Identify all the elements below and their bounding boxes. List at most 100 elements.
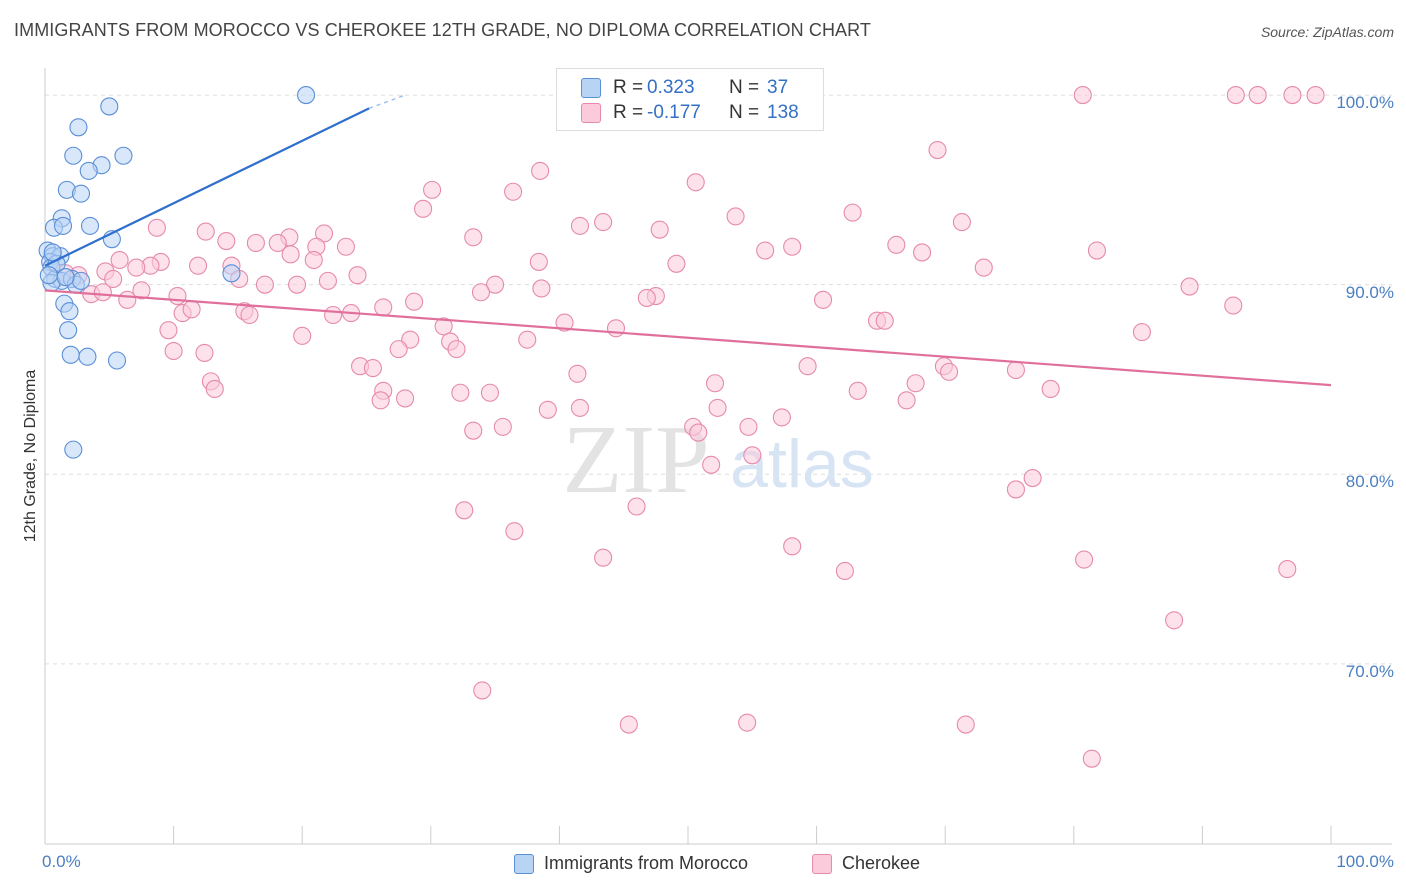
point-cherokee	[518, 330, 537, 349]
point-cherokee	[1075, 550, 1094, 569]
point-cherokee	[1165, 611, 1184, 630]
point-morocco	[59, 321, 78, 340]
point-cherokee	[667, 254, 686, 273]
point-cherokee	[374, 298, 393, 317]
point-cherokee	[471, 283, 491, 302]
point-morocco	[114, 146, 133, 165]
point-cherokee	[1073, 86, 1092, 105]
series-name-cherokee: Cherokee	[842, 853, 921, 873]
legend-row-cherokee: R = -0.177 N = 138	[581, 101, 799, 125]
point-cherokee	[505, 522, 524, 541]
point-cherokee	[570, 398, 590, 417]
point-cherokee	[127, 258, 146, 277]
point-cherokee	[726, 207, 745, 226]
point-cherokee	[952, 213, 971, 232]
point-morocco	[79, 161, 98, 180]
point-morocco	[80, 216, 100, 235]
series-legend-morocco: Immigrants from Morocco	[514, 853, 748, 874]
point-morocco	[222, 264, 241, 283]
point-cherokee	[619, 715, 638, 734]
point-cherokee	[281, 245, 300, 264]
point-cherokee	[887, 235, 906, 254]
chart-source: Source: ZipAtlas.com	[1260, 24, 1394, 40]
y-tick-label: 90.0%	[1345, 282, 1394, 302]
point-cherokee	[464, 228, 483, 247]
point-cherokee	[702, 455, 721, 474]
trend-line-cherokee	[44, 289, 1332, 387]
point-cherokee	[304, 250, 323, 270]
point-morocco	[78, 347, 97, 366]
legend-n-label: N =	[729, 77, 760, 98]
point-cherokee	[196, 222, 215, 241]
legend-r-label: R =	[613, 77, 644, 98]
series-swatch-morocco	[514, 853, 534, 874]
point-morocco	[100, 97, 119, 116]
series-legend: Immigrants from Morocco Cherokee	[0, 853, 1406, 877]
point-cherokee	[783, 537, 802, 556]
y-axis-label: 12th Grade, No Diploma	[22, 369, 39, 543]
point-cherokee	[473, 681, 492, 700]
legend-n-label: N =	[729, 102, 760, 123]
point-cherokee	[447, 340, 466, 359]
point-cherokee	[708, 398, 727, 417]
point-cherokee	[940, 362, 959, 381]
point-cherokee	[363, 359, 382, 378]
point-morocco	[53, 216, 73, 235]
data-points	[38, 86, 1325, 768]
point-cherokee	[315, 224, 334, 243]
point-cherokee	[1006, 360, 1025, 380]
x-tick-max: 100.0%	[1336, 852, 1394, 871]
point-cherokee	[897, 391, 916, 410]
point-cherokee	[188, 256, 208, 275]
point-cherokee	[783, 237, 802, 256]
point-cherokee	[1041, 379, 1060, 399]
point-cherokee	[875, 311, 894, 330]
point-cherokee	[650, 220, 669, 239]
legend-n-value-morocco: 37	[767, 77, 789, 98]
point-morocco	[71, 271, 91, 290]
point-cherokee	[164, 341, 183, 361]
point-cherokee	[464, 421, 483, 440]
point-cherokee	[1132, 323, 1152, 342]
watermark: ZIP atlas	[563, 406, 874, 514]
stats-legend: R = 0.323 N = 37 R = -0.177 N = 138	[556, 68, 824, 131]
point-cherokee	[168, 286, 187, 306]
point-cherokee	[974, 258, 993, 277]
point-cherokee	[288, 275, 307, 294]
trend-line-morocco-extension	[368, 94, 406, 110]
point-cherokee	[493, 417, 512, 436]
point-morocco	[297, 86, 316, 105]
point-cherokee	[1006, 480, 1025, 499]
point-cherokee	[1226, 86, 1245, 105]
point-cherokee	[389, 340, 408, 359]
point-cherokee	[1224, 296, 1243, 315]
legend-swatch-morocco	[581, 78, 601, 98]
point-cherokee	[504, 182, 523, 201]
point-morocco	[56, 268, 75, 287]
point-morocco	[64, 146, 83, 165]
point-cherokee	[913, 243, 932, 262]
point-cherokee	[1283, 86, 1302, 105]
point-cherokee	[928, 140, 947, 160]
point-cherokee	[532, 279, 551, 298]
point-cherokee	[182, 300, 201, 319]
point-cherokee	[686, 173, 705, 192]
legend-row-morocco: R = 0.323 N = 37	[581, 76, 788, 100]
point-cherokee	[414, 199, 433, 218]
point-cherokee	[568, 364, 587, 383]
point-cherokee	[743, 446, 762, 465]
point-cherokee	[336, 237, 355, 256]
point-cherokee	[405, 292, 424, 311]
point-cherokee	[480, 383, 500, 402]
point-cherokee	[455, 501, 474, 520]
y-tick-label: 80.0%	[1345, 472, 1394, 492]
point-cherokee	[529, 252, 548, 271]
point-cherokee	[104, 269, 123, 289]
series-swatch-cherokee	[812, 853, 832, 874]
legend-r-value-morocco: 0.323	[647, 77, 695, 98]
point-cherokee	[738, 713, 757, 732]
point-cherokee	[594, 213, 613, 232]
point-cherokee	[1180, 277, 1199, 296]
x-tick-min: 0.0%	[42, 852, 81, 871]
